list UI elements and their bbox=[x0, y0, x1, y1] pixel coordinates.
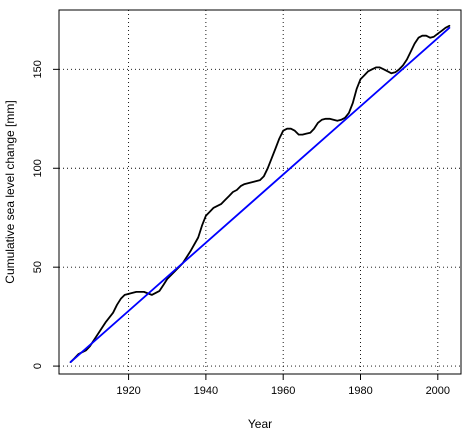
y-tick-label: 50 bbox=[32, 261, 44, 273]
x-tick-label: 1980 bbox=[348, 385, 372, 397]
x-tick-label: 2000 bbox=[426, 385, 450, 397]
y-tick-label: 150 bbox=[32, 60, 44, 78]
grid-layer bbox=[59, 10, 461, 374]
x-tick-label: 1960 bbox=[271, 385, 295, 397]
y-tick-label: 100 bbox=[32, 159, 44, 177]
observed-series-line bbox=[69, 24, 451, 364]
x-tick-label: 1940 bbox=[194, 385, 218, 397]
y-axis-label: Cumulative sea level change [mm] bbox=[3, 100, 17, 283]
x-axis-label: Year bbox=[248, 417, 272, 431]
y-tick-label: 0 bbox=[32, 363, 44, 369]
x-tick-label: 1920 bbox=[116, 385, 140, 397]
trend-series-line bbox=[69, 26, 451, 364]
series-layer bbox=[69, 24, 451, 364]
plot-frame bbox=[58, 9, 462, 375]
axis-layer: 1920 1940 1960 1980 2000 0 50 100 150 bbox=[32, 60, 450, 397]
